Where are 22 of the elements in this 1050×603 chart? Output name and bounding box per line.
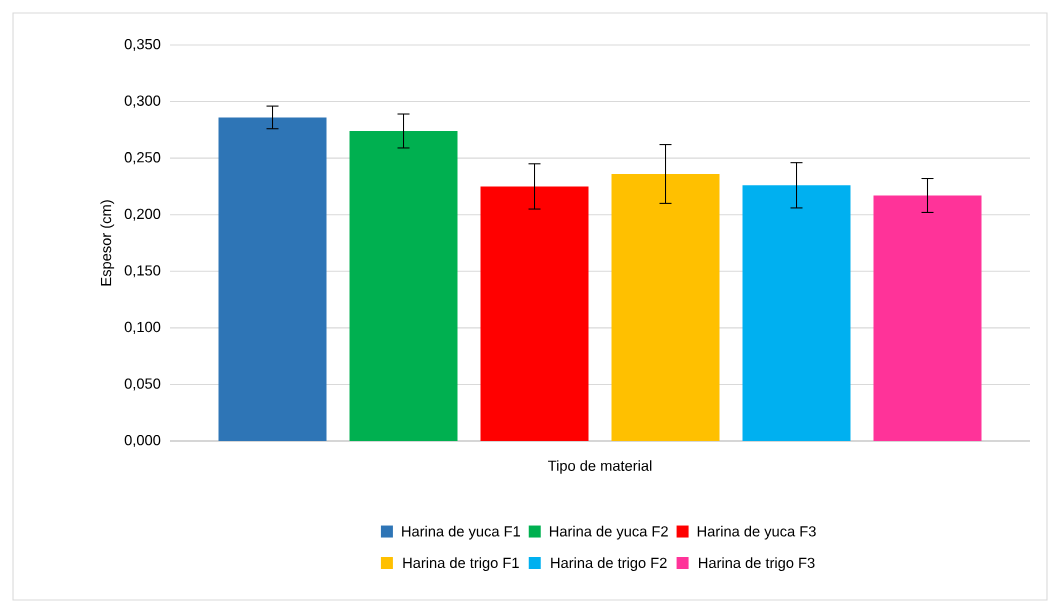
y-tick-label: 0,200 [124, 208, 161, 221]
bar [480, 186, 589, 441]
legend-label: Harina de trigo F3 [699, 557, 815, 571]
x-axis-title: Tipo de material [548, 460, 652, 474]
y-tick-label: 0,300 [124, 95, 161, 108]
legend-label: Harina de trigo F2 [551, 557, 667, 571]
bar [742, 185, 851, 441]
y-tick-label: 0,150 [124, 265, 161, 278]
y-axis-title: Espesor (cm) [100, 200, 115, 286]
y-tick-label: 0,000 [124, 434, 161, 448]
y-tick-label: 0,350 [124, 38, 161, 52]
bar [218, 117, 327, 441]
bar [873, 195, 982, 441]
bar [611, 173, 720, 441]
y-tick-label: 0,250 [124, 152, 161, 165]
y-tick-label: 0,100 [124, 321, 161, 334]
legend-label: Harina de yuca F1 [402, 525, 521, 540]
legend-label: Harina de yuca F3 [697, 525, 816, 540]
legend-label: Harina de trigo F1 [403, 557, 519, 571]
y-tick-label: 0,050 [124, 378, 161, 391]
bar [349, 130, 458, 441]
legend-label: Harina de yuca F2 [549, 525, 668, 540]
